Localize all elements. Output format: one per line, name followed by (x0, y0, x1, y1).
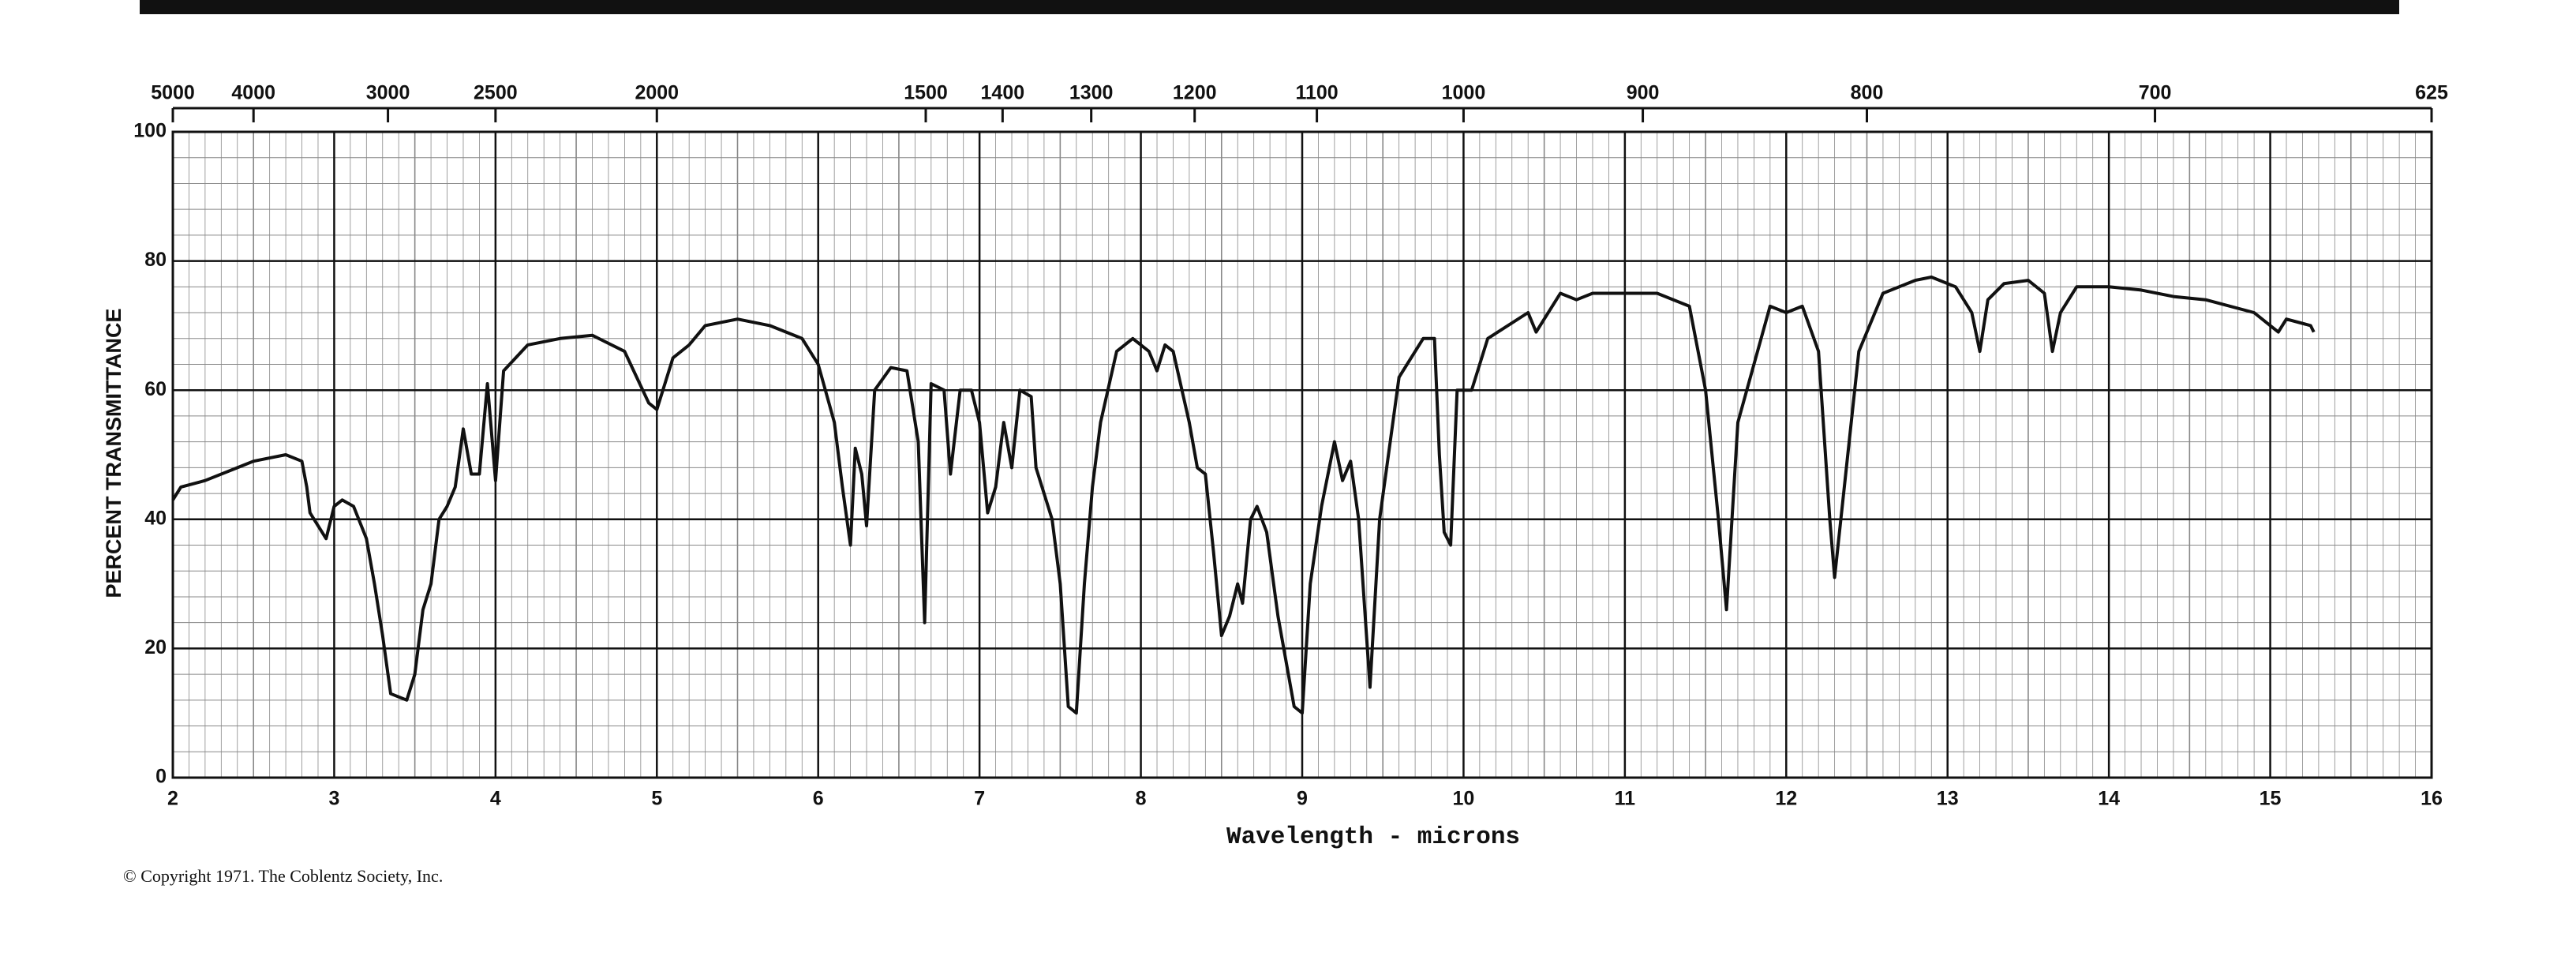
x-tick-label: 6 (813, 788, 824, 810)
top-tick-label: 800 (1851, 82, 1884, 104)
y-tick-label: 0 (155, 766, 167, 788)
x-tick-label: 5 (651, 788, 662, 810)
top-tick-label: 1500 (904, 82, 948, 104)
x-tick-label: 15 (2260, 788, 2282, 810)
x-tick-label: 3 (328, 788, 339, 810)
x-tick-label: 8 (1136, 788, 1147, 810)
y-tick-label: 100 (133, 120, 167, 142)
top-tick-label: 900 (1627, 82, 1660, 104)
x-tick-label: 13 (1937, 788, 1959, 810)
top-tick-label: 700 (2139, 82, 2172, 104)
plot-frame (171, 130, 2433, 779)
top-tick-label: 3000 (366, 82, 410, 104)
top-tick-label: 4000 (231, 82, 275, 104)
x-tick-label: 11 (1615, 788, 1636, 810)
top-tick-label: 625 (2415, 82, 2448, 104)
y-tick-label: 80 (144, 249, 167, 271)
x-tick-label: 16 (2421, 788, 2443, 810)
top-tick-label: 1200 (1173, 82, 1217, 104)
y-tick-label: 20 (144, 636, 167, 658)
y-axis-label: PERCENT TRANSMITTANCE (102, 309, 125, 598)
top-tick-label: 5000 (151, 82, 195, 104)
x-axis-label: Wavelength - microns (1226, 823, 1520, 851)
spectrum-line (171, 276, 2316, 715)
top-tick-label: 1000 (1442, 82, 1486, 104)
y-tick-label: 40 (144, 507, 167, 529)
y-tick-label: 60 (144, 378, 167, 400)
x-tick-label: 14 (2098, 788, 2120, 810)
top-tick-label: 1400 (981, 82, 1025, 104)
top-tick-label: 2500 (474, 82, 518, 104)
copyright: © Copyright 1971. The Coblentz Society, … (123, 866, 443, 886)
x-tick-label: 4 (490, 788, 501, 810)
top-tick-label: 2000 (635, 82, 679, 104)
x-tick-label: 10 (1453, 788, 1475, 810)
top-bar (140, 0, 2399, 14)
x-tick-label: 7 (974, 788, 985, 810)
x-tick-label: 2 (167, 788, 178, 810)
top-tick-label: 1100 (1295, 82, 1338, 104)
top-tick-label: 1300 (1069, 82, 1114, 104)
x-tick-label: 12 (1775, 788, 1797, 810)
x-tick-label: 9 (1297, 788, 1308, 810)
